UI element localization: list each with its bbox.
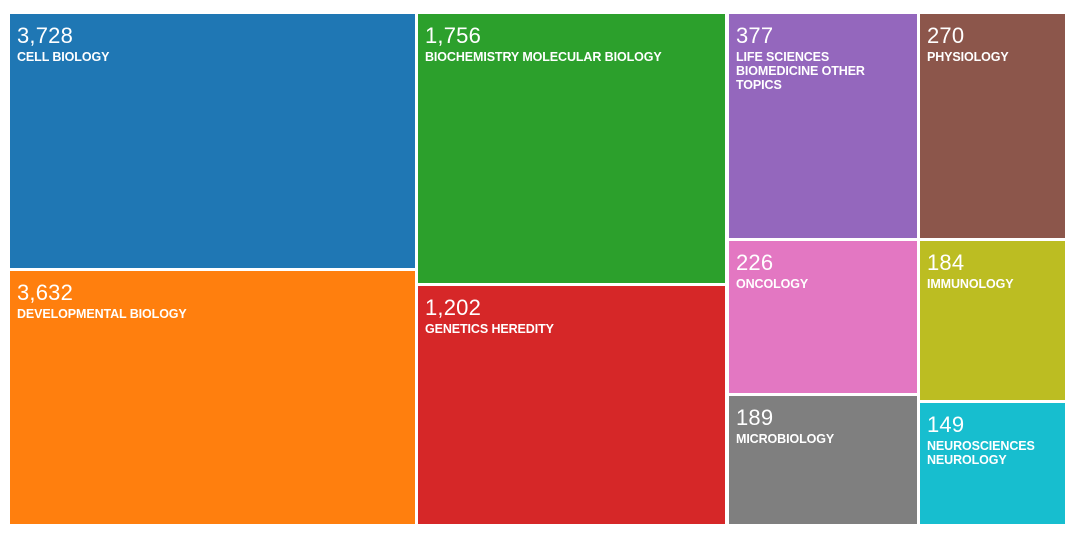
cell-value: 1,202 — [425, 295, 482, 320]
treemap-cell-life-sciences-biomedicine-other-topics[interactable]: 377 LIFE SCIENCES BIOMEDICINE OTHER TOPI… — [729, 14, 917, 238]
treemap-cell-cell-biology[interactable]: 3,728 CELL BIOLOGY — [10, 14, 415, 268]
cell-value: 184 — [927, 250, 965, 275]
treemap-cell-physiology[interactable]: 270 PHYSIOLOGY — [920, 14, 1065, 238]
cell-label: BIOCHEMISTRY MOLECULAR BIOLOGY — [425, 50, 662, 64]
cell-value: 3,728 — [17, 23, 74, 48]
cell-label: PHYSIOLOGY — [927, 50, 1009, 64]
cell-label: GENETICS HEREDITY — [425, 322, 554, 336]
cell-label: LIFE SCIENCES BIOMEDICINE OTHER TOPICS — [736, 50, 865, 92]
cell-label: MICROBIOLOGY — [736, 432, 835, 446]
cell-value: 149 — [927, 412, 965, 437]
cell-value: 226 — [736, 250, 774, 275]
treemap-cell-biochemistry-molecular-biology[interactable]: 1,756 BIOCHEMISTRY MOLECULAR BIOLOGY — [418, 14, 725, 283]
treemap-cell-genetics-heredity[interactable]: 1,202 GENETICS HEREDITY — [418, 286, 725, 524]
cell-value: 377 — [736, 23, 774, 48]
cell-label: DEVELOPMENTAL BIOLOGY — [17, 307, 187, 321]
cell-value: 1,756 — [425, 23, 482, 48]
cell-label: ONCOLOGY — [736, 277, 809, 291]
treemap-cell-immunology[interactable]: 184 IMMUNOLOGY — [920, 241, 1065, 400]
cell-label: NEUROSCIENCES NEUROLOGY — [927, 439, 1035, 467]
cell-label: CELL BIOLOGY — [17, 50, 110, 64]
cell-value: 3,632 — [17, 280, 74, 305]
treemap-cell-oncology[interactable]: 226 ONCOLOGY — [729, 241, 917, 393]
cell-value: 189 — [736, 405, 774, 430]
treemap-cell-microbiology[interactable]: 189 MICROBIOLOGY — [729, 396, 917, 524]
cell-value: 270 — [927, 23, 965, 48]
treemap-cell-developmental-biology[interactable]: 3,632 DEVELOPMENTAL BIOLOGY — [10, 271, 415, 524]
cell-label: IMMUNOLOGY — [927, 277, 1014, 291]
treemap-cell-neurosciences-neurology[interactable]: 149 NEUROSCIENCES NEUROLOGY — [920, 403, 1065, 524]
